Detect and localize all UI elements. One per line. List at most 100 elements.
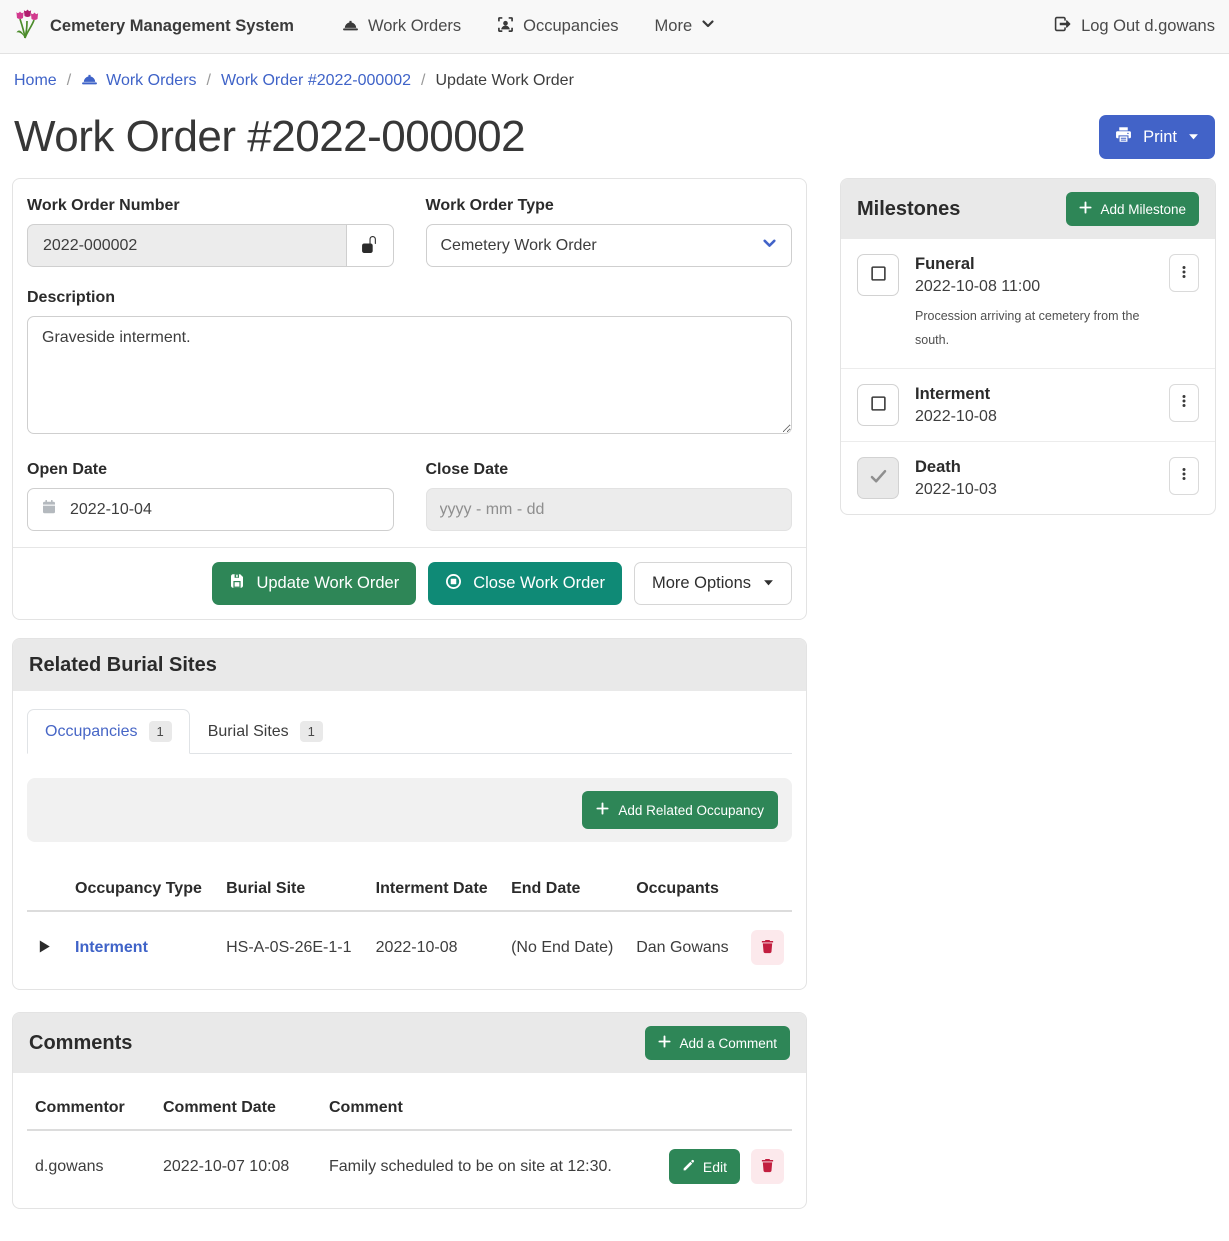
- comments-card: Comments Add a Comment Commentor Comment…: [12, 1012, 807, 1209]
- column-comment: Comment: [321, 1087, 661, 1131]
- open-date-field: [27, 488, 394, 531]
- close-date-label: Close Date: [425, 461, 509, 478]
- square-outline-icon: [870, 395, 887, 415]
- chevron-down-icon: [701, 17, 715, 36]
- edit-comment-button[interactable]: Edit: [668, 1149, 740, 1184]
- tab-occupancies-count: 1: [148, 721, 172, 742]
- unlock-field-button[interactable]: [345, 224, 394, 267]
- kebab-icon: [1177, 264, 1191, 283]
- work-order-type-select[interactable]: Cemetery Work Order: [425, 224, 792, 267]
- description-textarea[interactable]: Graveside interment.: [27, 316, 792, 434]
- milestone-date: 2022-10-08 11:00: [915, 278, 1041, 295]
- end-date-cell: (No End Date): [511, 938, 614, 956]
- related-burial-sites-title: Related Burial Sites: [29, 653, 217, 676]
- more-options-label: More Options: [651, 574, 751, 592]
- nav-more[interactable]: More: [641, 9, 730, 44]
- plus-icon: [596, 802, 609, 818]
- description-label: Description: [27, 289, 116, 306]
- hard-hat-icon: [342, 16, 359, 38]
- occupancies-toolbar: Add Related Occupancy: [27, 778, 792, 842]
- comments-header: Comments Add a Comment: [13, 1013, 806, 1073]
- column-comment-actions: [660, 1087, 792, 1131]
- nav-work-orders[interactable]: Work Orders: [328, 8, 475, 46]
- column-burial-site: Burial Site: [218, 868, 368, 912]
- app-brand[interactable]: Cemetery Management System: [14, 8, 294, 45]
- occupancy-type-link[interactable]: Interment: [75, 938, 148, 956]
- work-order-number-label: Work Order Number: [27, 197, 180, 214]
- related-tabs: Occupancies 1 Burial Sites 1: [27, 709, 792, 754]
- work-order-form-footer: Update Work Order Close Work Order More …: [13, 547, 806, 619]
- nav-work-orders-label: Work Orders: [367, 17, 462, 35]
- add-related-occupancy-button[interactable]: Add Related Occupancy: [582, 791, 778, 829]
- milestone-checkbox[interactable]: [857, 383, 899, 426]
- caret-right-icon: [37, 939, 52, 957]
- add-milestone-label: Add Milestone: [1100, 201, 1186, 217]
- trash-icon: [760, 1158, 775, 1176]
- milestone-description: Procession arriving at cemetery from the…: [915, 309, 1140, 347]
- comments-body: Commentor Comment Date Comment d.gowans …: [13, 1073, 806, 1208]
- milestone-date: 2022-10-08: [915, 407, 997, 425]
- open-date-label: Open Date: [27, 461, 108, 478]
- print-button[interactable]: Print: [1099, 115, 1215, 159]
- check-icon: [869, 467, 888, 489]
- comment-table-row: d.gowans 2022-10-07 10:08 Family schedul…: [27, 1130, 792, 1198]
- tab-burial-sites[interactable]: Burial Sites 1: [190, 709, 341, 754]
- work-order-number-input[interactable]: [27, 224, 346, 267]
- breadcrumb-work-orders[interactable]: Work Orders: [81, 70, 197, 92]
- update-work-order-button[interactable]: Update Work Order: [212, 562, 417, 605]
- delete-comment-button[interactable]: [751, 1149, 784, 1184]
- milestone-menu-button[interactable]: [1169, 383, 1199, 422]
- milestone-checkbox[interactable]: [857, 254, 899, 296]
- milestone-menu-button[interactable]: [1169, 456, 1199, 495]
- milestone-item: Interment 2022-10-08: [841, 367, 1215, 441]
- comment-date-cell: 2022-10-07 10:08: [163, 1157, 290, 1175]
- person-bounding-box-icon: [497, 16, 514, 38]
- tab-occupancies-label: Occupancies: [45, 722, 138, 740]
- milestone-item: Death 2022-10-03: [841, 440, 1215, 514]
- expand-row-button[interactable]: [35, 937, 54, 959]
- comments-title: Comments: [29, 1031, 133, 1054]
- add-related-occupancy-label: Add Related Occupancy: [618, 802, 764, 818]
- breadcrumb-work-orders-label: Work Orders: [106, 72, 197, 89]
- burial-site-cell: HS-A-0S-26E-1-1: [226, 938, 352, 956]
- update-work-order-label: Update Work Order: [256, 574, 400, 592]
- square-outline-icon: [870, 265, 887, 285]
- breadcrumb-separator: /: [206, 72, 211, 89]
- related-burial-sites-body: Occupancies 1 Burial Sites 1 Add Related…: [13, 691, 806, 989]
- side-column: Milestones Add Milestone: [840, 178, 1216, 515]
- milestone-menu-button[interactable]: [1169, 254, 1199, 292]
- plus-icon: [658, 1035, 671, 1051]
- tab-burial-sites-count: 1: [299, 721, 323, 742]
- top-navbar: Cemetery Management System Work Orders O…: [0, 0, 1229, 54]
- breadcrumb-work-order-number[interactable]: Work Order #2022-000002: [220, 72, 412, 89]
- add-comment-button[interactable]: Add a Comment: [645, 1026, 790, 1060]
- nav-occupancies-label: Occupancies: [523, 17, 619, 35]
- add-milestone-button[interactable]: Add Milestone: [1066, 192, 1199, 226]
- work-order-type-value: Cemetery Work Order: [440, 236, 597, 254]
- open-date-input[interactable]: [70, 500, 380, 519]
- milestone-title: Funeral: [915, 255, 975, 273]
- printer-icon: [1115, 126, 1132, 148]
- more-options-button[interactable]: More Options: [633, 562, 792, 605]
- add-comment-label: Add a Comment: [679, 1035, 777, 1051]
- breadcrumb-current: Update Work Order: [435, 72, 574, 89]
- breadcrumb-home[interactable]: Home: [14, 72, 57, 89]
- column-interment-date: Interment Date: [367, 868, 504, 912]
- close-date-input[interactable]: [439, 500, 778, 519]
- app-title: Cemetery Management System: [50, 17, 294, 35]
- breadcrumb-separator: /: [421, 72, 426, 89]
- comments-table: Commentor Comment Date Comment d.gowans …: [27, 1087, 792, 1198]
- logout-button[interactable]: Log Out d.gowans: [1053, 15, 1215, 38]
- occupancy-table-row: Interment HS-A-0S-26E-1-1 2022-10-08 (No…: [27, 911, 792, 979]
- close-work-order-button[interactable]: Close Work Order: [428, 562, 622, 605]
- milestone-checkbox[interactable]: [857, 456, 899, 499]
- hard-hat-icon: [81, 70, 98, 92]
- column-actions: [743, 868, 792, 912]
- delete-occupancy-button[interactable]: [751, 930, 784, 965]
- close-work-order-label: Close Work Order: [473, 574, 605, 592]
- nav-occupancies[interactable]: Occupancies: [483, 8, 632, 46]
- save-icon: [229, 573, 245, 594]
- occupancies-table-header-row: Occupancy Type Burial Site Interment Dat…: [27, 868, 792, 912]
- tab-occupancies[interactable]: Occupancies 1: [27, 709, 190, 754]
- plus-icon: [1079, 201, 1092, 217]
